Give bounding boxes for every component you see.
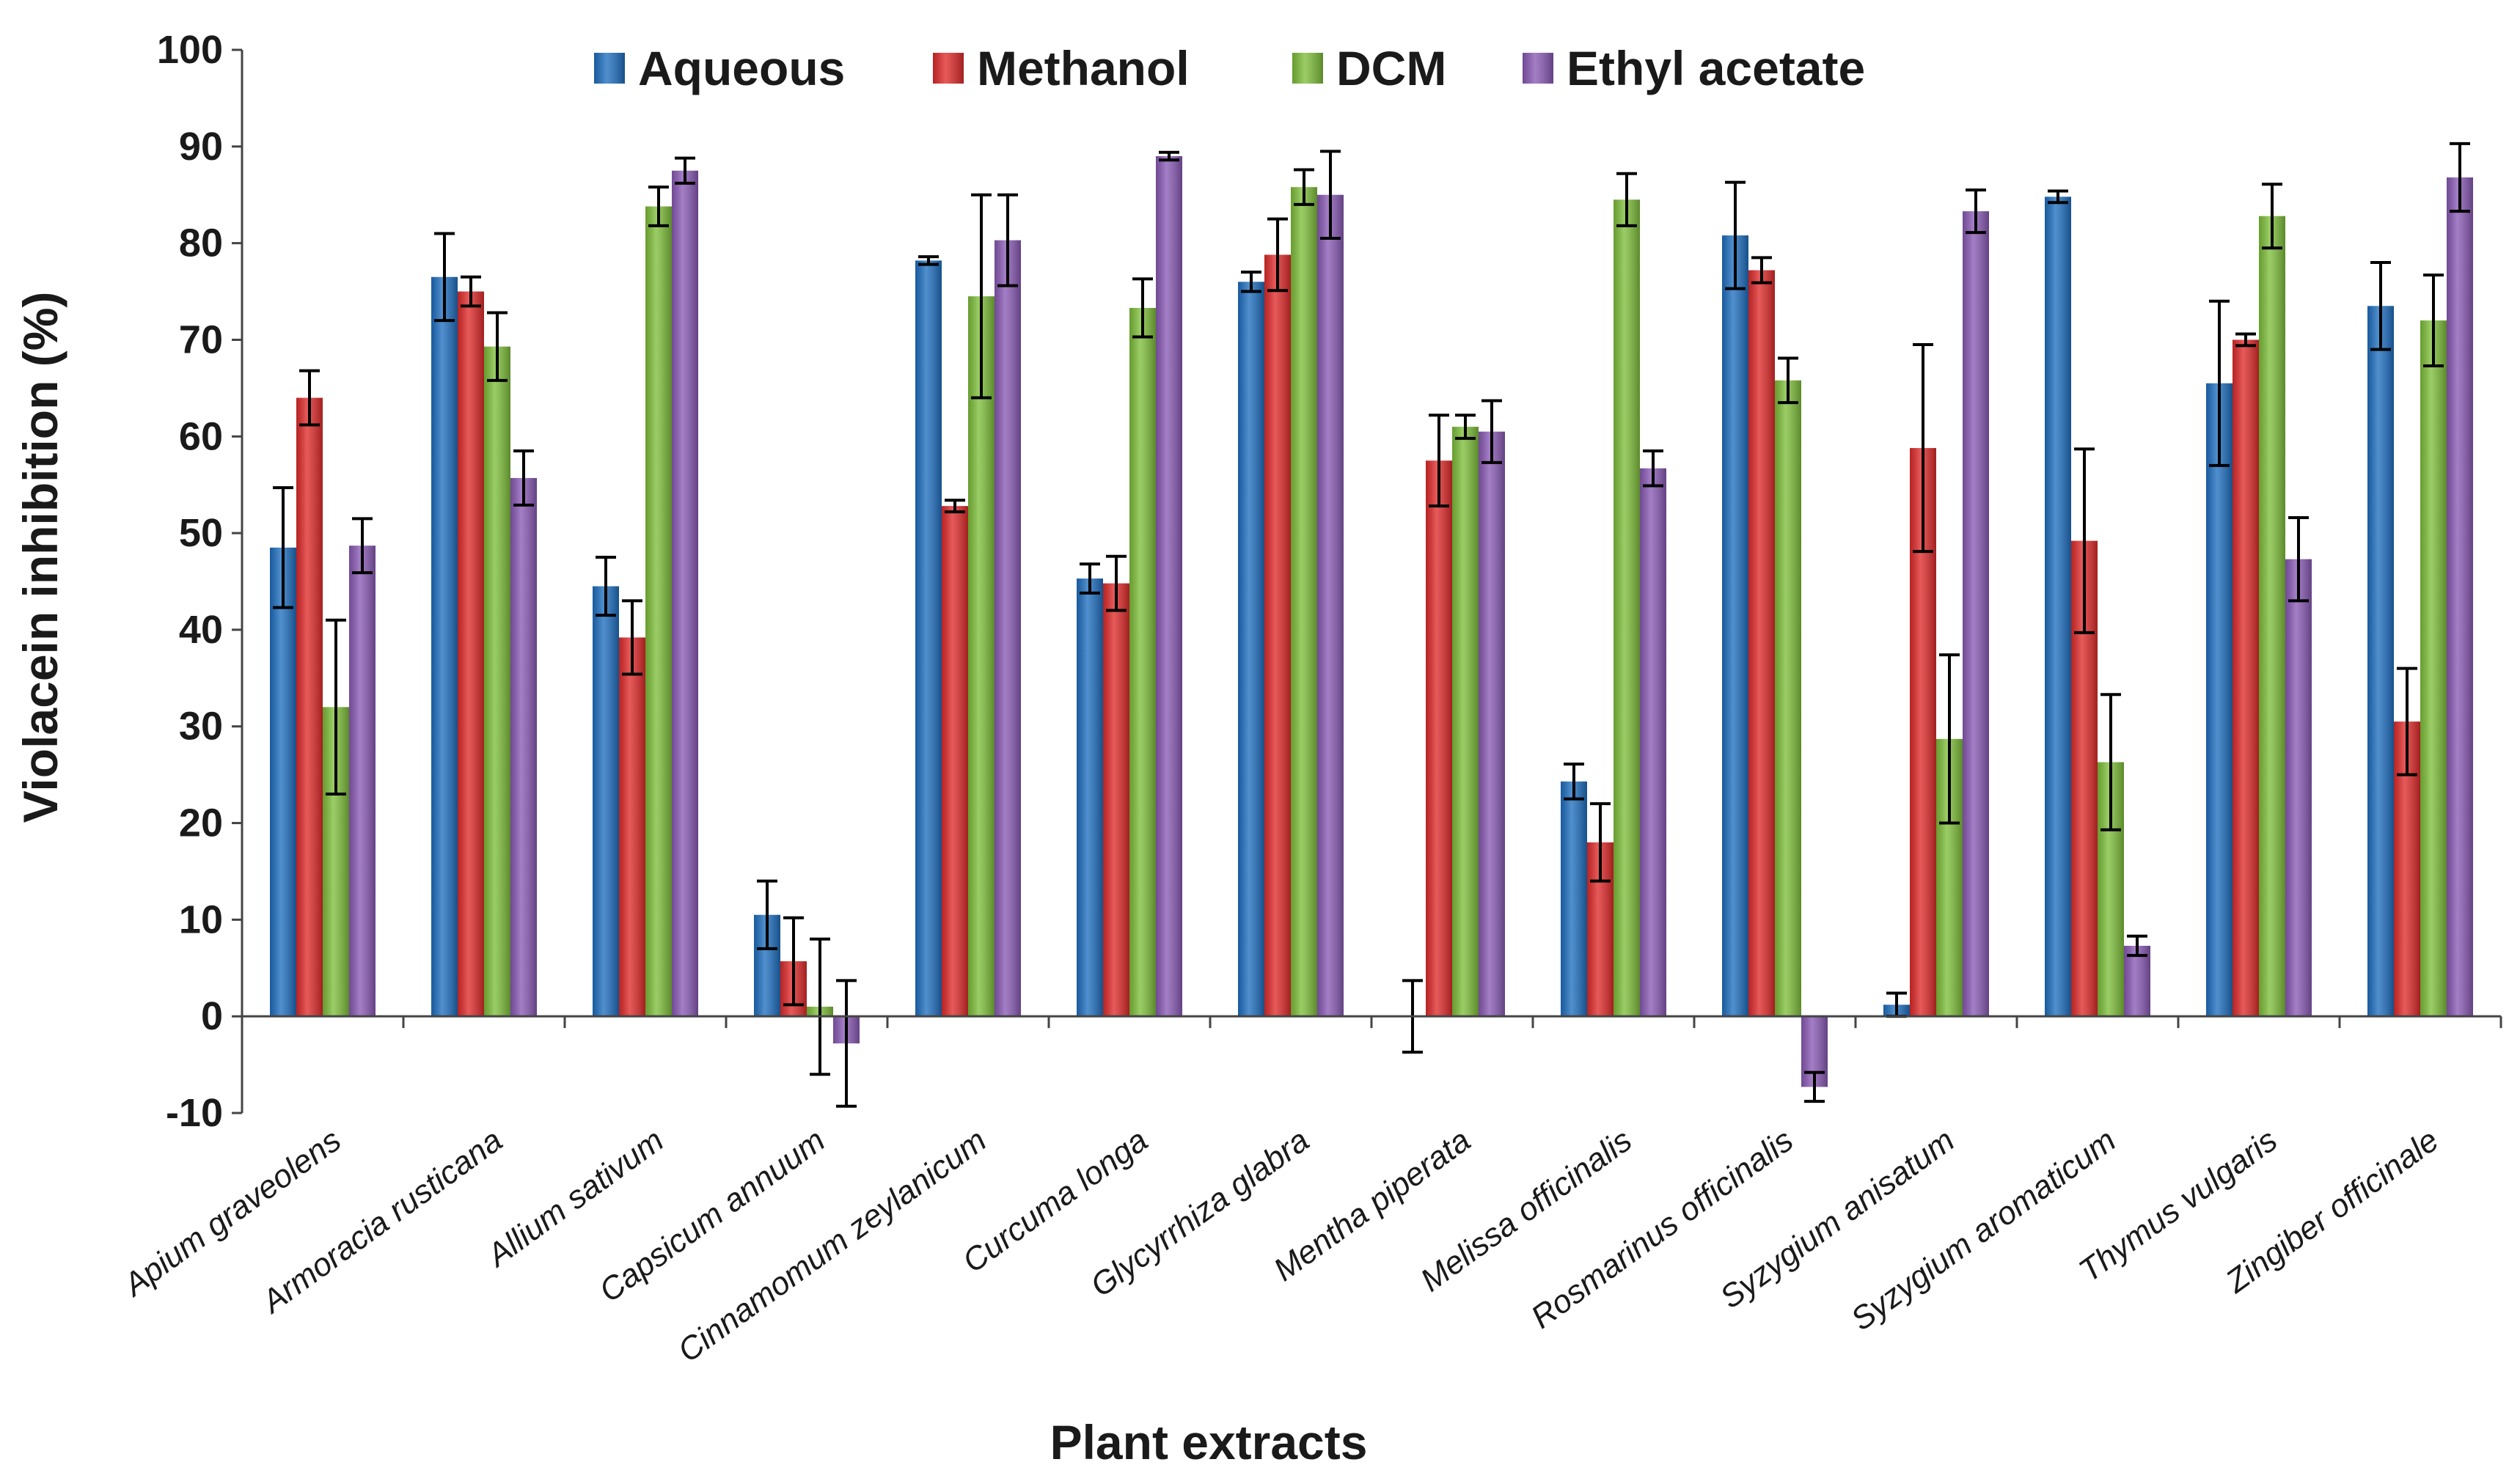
- bar-shading: [968, 296, 995, 1017]
- y-tick-label: -10: [166, 1091, 223, 1135]
- y-tick-label: 20: [179, 801, 223, 845]
- y-tick-label: 90: [179, 125, 223, 169]
- y-tick-label: 0: [201, 994, 223, 1038]
- bar-shading: [1238, 282, 1264, 1017]
- bar-shading: [296, 397, 323, 1017]
- y-tick-label: 70: [179, 317, 223, 361]
- bar-shading: [1963, 211, 1989, 1017]
- bar-shading: [1722, 235, 1748, 1017]
- bar-shading: [1748, 270, 1775, 1017]
- bar-shading: [270, 547, 296, 1017]
- bar-shading: [431, 276, 458, 1017]
- y-tick-label: 50: [179, 511, 223, 555]
- bar-shading: [2124, 945, 2150, 1017]
- bar-shading: [1103, 583, 1129, 1017]
- bar-shading: [1156, 156, 1182, 1017]
- bar-shading: [510, 477, 537, 1017]
- bar-shading: [2259, 216, 2285, 1017]
- y-tick-label: 10: [179, 897, 223, 941]
- bar-shading: [672, 170, 698, 1017]
- bar-shading: [1129, 307, 1156, 1017]
- bar-shading: [2233, 339, 2259, 1017]
- y-axis-title: Violacein inhibition (%): [13, 292, 67, 823]
- bar-shading: [1561, 781, 1587, 1017]
- legend-swatch-shading: [1292, 53, 1323, 84]
- bar-shading: [1640, 468, 1666, 1017]
- bar-shading: [2045, 196, 2071, 1017]
- category-label: Cinnamomum zeylanicum: [672, 1122, 993, 1369]
- legend-swatch-shading: [1523, 53, 1553, 84]
- bar-shading: [2285, 559, 2312, 1017]
- y-tick-label: 100: [157, 28, 223, 72]
- y-tick-label: 30: [179, 705, 223, 749]
- legend-label: Ethyl acetate: [1567, 41, 1865, 95]
- bar-shading: [1291, 187, 1317, 1017]
- legend-swatch-shading: [594, 53, 625, 84]
- legend-label: Aqueous: [638, 41, 845, 95]
- bar-shading: [1264, 254, 1291, 1017]
- y-tick-label: 40: [179, 608, 223, 652]
- bar-shading: [995, 240, 1021, 1017]
- category-label: Syzygium aromaticum: [1845, 1122, 2122, 1337]
- bar-shading: [942, 506, 968, 1017]
- bar-shading: [593, 586, 619, 1017]
- bar-shading: [2420, 320, 2447, 1017]
- category-label: Rosmarinus officinalis: [1525, 1122, 1800, 1335]
- bar-shading: [2367, 306, 2394, 1017]
- bar-shading: [1479, 431, 1505, 1017]
- y-tick-label: 80: [179, 221, 223, 265]
- legend-swatch-shading: [933, 53, 964, 84]
- bar-shading: [915, 260, 942, 1017]
- bar-shading: [645, 206, 672, 1017]
- bar-shading: [1077, 578, 1103, 1017]
- bar-shading: [2206, 383, 2233, 1017]
- bar-shading: [484, 346, 510, 1017]
- bar-shading: [1452, 427, 1479, 1017]
- bar-shading: [458, 291, 484, 1017]
- bar-shading: [1775, 380, 1801, 1017]
- y-tick-label: 60: [179, 414, 223, 458]
- legend: Aqueous Methanol DCM Ethyl acetate: [594, 41, 1865, 95]
- legend-label: Methanol: [977, 41, 1190, 95]
- bar-shading: [619, 637, 645, 1017]
- x-axis-title: Plant extracts: [1050, 1415, 1368, 1469]
- bar-shading: [2447, 177, 2473, 1017]
- bar-shading: [349, 546, 376, 1017]
- bar-shading: [1317, 194, 1344, 1017]
- legend-label: DCM: [1336, 41, 1446, 95]
- bar-shading: [1426, 460, 1452, 1017]
- bar-shading: [1614, 199, 1640, 1017]
